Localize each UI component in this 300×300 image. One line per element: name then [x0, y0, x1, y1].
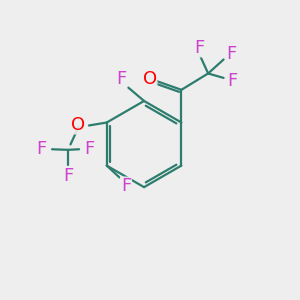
- Text: F: F: [227, 72, 237, 90]
- Text: O: O: [71, 116, 85, 134]
- Text: F: F: [85, 140, 95, 158]
- Text: F: F: [36, 140, 46, 158]
- Text: F: F: [116, 70, 126, 88]
- Text: F: F: [63, 167, 73, 185]
- Text: F: F: [194, 39, 204, 57]
- Text: O: O: [142, 70, 157, 88]
- Text: F: F: [121, 177, 131, 195]
- Text: F: F: [226, 45, 236, 63]
